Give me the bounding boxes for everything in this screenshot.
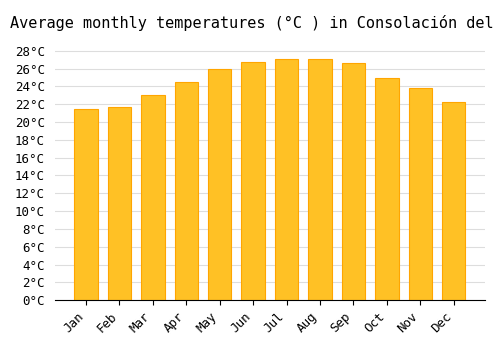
Bar — [141, 95, 165, 300]
Bar — [208, 69, 232, 300]
Bar — [342, 63, 365, 300]
Bar — [242, 62, 265, 300]
Bar — [442, 103, 466, 300]
Bar — [308, 59, 332, 300]
Title: Average monthly temperatures (°C ) in Consolación del Sur: Average monthly temperatures (°C ) in Co… — [10, 15, 500, 31]
Bar — [375, 77, 398, 300]
Bar — [74, 109, 98, 300]
Bar — [408, 88, 432, 300]
Bar — [108, 107, 131, 300]
Bar — [174, 82, 198, 300]
Bar — [275, 59, 298, 300]
